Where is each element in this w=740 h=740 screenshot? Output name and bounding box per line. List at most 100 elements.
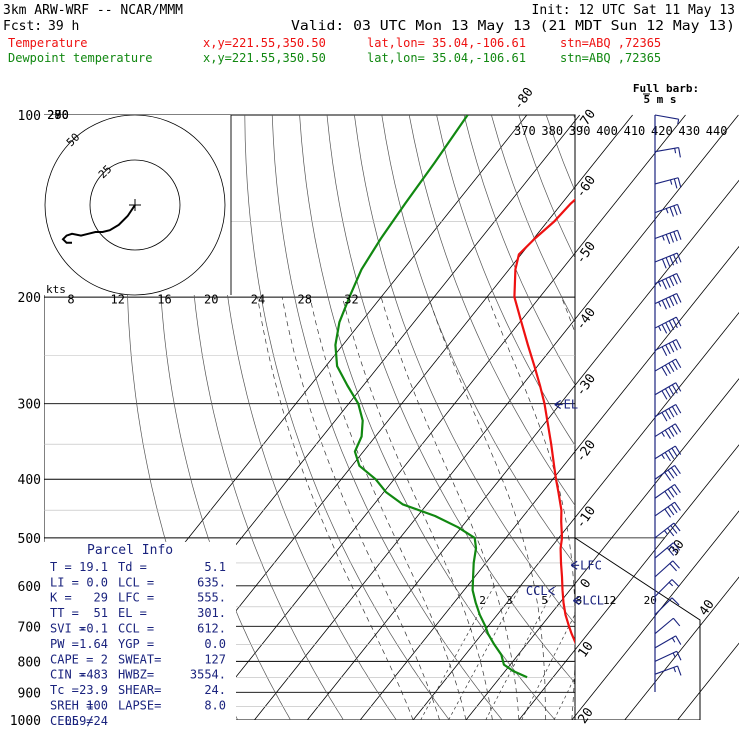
wind-barb [654, 292, 682, 310]
theta-label-left: 290 [47, 108, 69, 122]
parcel-param-name: SVI = [50, 621, 86, 635]
wind-barb [654, 579, 680, 597]
wind-barb [654, 177, 682, 189]
level-label-ccl: CCL [526, 584, 548, 598]
barb-flag [665, 278, 671, 288]
barb-flag [668, 427, 675, 437]
theta-label: 430 [678, 124, 700, 138]
parcel-param-value: 2 [101, 652, 108, 666]
barb-flag [664, 508, 672, 518]
wind-barb [654, 252, 682, 269]
hodograph-ring [44, 114, 226, 296]
barb-key-title: Full barb: [633, 82, 699, 95]
parcel-param-name: CIN = [50, 668, 86, 682]
temperature-legend-xy: x,y=221.55,350.50 [203, 36, 326, 50]
mixing-ratio-label: 3 [506, 594, 513, 607]
moist-adiabat-line [487, 296, 575, 720]
valid-time: Valid: 03 UTC Mon 13 May 13 (21 MDT Sun … [291, 19, 735, 34]
parcel-param-name: Tc = [50, 683, 79, 697]
barb-flag [661, 258, 667, 269]
barb-flag [673, 178, 678, 189]
level-arrow-lfc [570, 560, 580, 570]
barb-flag [669, 544, 678, 554]
barb-flag [661, 390, 668, 400]
barb-shaft [654, 560, 674, 578]
barb-flag [672, 617, 681, 627]
barb-half-flag [674, 148, 677, 154]
pressure-tick-label: 900 [18, 686, 41, 701]
moist-adiabat-line [257, 297, 414, 720]
parcel-param-value: 1.64 [79, 637, 108, 651]
dewpoint-legend-xy: x,y=221.55,350.50 [203, 51, 326, 65]
mixing-ratio-label: 12 [603, 594, 616, 607]
barb-flag [664, 472, 672, 481]
theta-label-left: 280 [47, 108, 69, 122]
isotherm-line [359, 245, 739, 720]
level-arrow-el [554, 400, 563, 410]
barb-flag [670, 504, 678, 514]
barb-flag [661, 346, 668, 356]
wind-barb [654, 229, 682, 244]
parcel-param-value: 612. [197, 621, 226, 635]
barb-flag [664, 410, 671, 420]
isotherm-label: -20 [573, 438, 599, 466]
barb-shaft [654, 114, 679, 120]
pressure-tick-label: 500 [18, 532, 41, 547]
barb-flag [665, 257, 671, 268]
barb-half-flag [668, 581, 674, 587]
barb-shaft [654, 665, 678, 675]
barb-half-flag [664, 530, 668, 535]
barb-flag [672, 294, 678, 305]
barb-flag [677, 204, 682, 215]
dry-adiabat-line [628, 115, 740, 720]
wind-barb [654, 484, 681, 500]
isotherm-label: 20 [575, 705, 596, 726]
hodograph-trace [61, 204, 136, 244]
isotherm-line [518, 444, 739, 720]
theta-label: 400 [596, 124, 618, 138]
isotherm-line [677, 642, 739, 720]
parcel-info-box: Parcel Info T = 19.1 Td = 5.1 LI = 0.0 LCL = 635… [44, 541, 236, 728]
parcel-param-value: 3554. [190, 668, 226, 682]
forecast-label: Fcst: [3, 19, 42, 34]
barb-flag [667, 527, 675, 537]
wind-speed-tick-label: 20 [204, 293, 218, 307]
temperature-legend-station: stn=ABQ ,72365 [560, 36, 661, 50]
theta-label-left: 270 [47, 108, 69, 122]
barb-flag [661, 324, 668, 334]
barb-flag [664, 491, 672, 500]
barb-flag [661, 299, 667, 310]
theta-label: 410 [624, 124, 646, 138]
barb-flag [674, 465, 681, 474]
mixing-ratio-line [553, 676, 575, 720]
barb-flag [664, 364, 671, 374]
model-title: 3km ARW-WRF -- NCAR/MMM [3, 3, 183, 18]
barb-flag [675, 635, 682, 645]
dry-adiabat-line [326, 115, 575, 684]
barb-half-flag [661, 432, 665, 437]
barb-flag [677, 665, 682, 676]
sounding-profiles [334, 115, 575, 679]
parcel-param-value: 19.1 [79, 560, 108, 574]
wind-barb [654, 445, 682, 462]
moist-adiabat-line [281, 297, 440, 720]
wind-barb [654, 114, 680, 125]
parcel-param-value: 51 [94, 606, 108, 620]
pressure-tick-label: 300 [18, 398, 41, 413]
parcel-param-name: CAPE = [50, 652, 93, 666]
wind-barb [654, 203, 682, 217]
barb-flag [667, 488, 675, 498]
wind-barb [654, 382, 682, 400]
parcel-param-name: CCL = [118, 621, 154, 635]
level-label-el: EL [564, 398, 578, 412]
isotherm-label: -10 [573, 504, 599, 532]
parcel-param-name: TT = [50, 606, 79, 620]
barb-flag [674, 423, 682, 433]
dewpoint-legend-latlon: lat,lon= 35.04,-106.61 [367, 51, 526, 65]
barb-flag [674, 445, 682, 455]
barb-flag [668, 320, 675, 330]
pressure-tick-label: 200 [18, 291, 41, 306]
dry-adiabat-line [436, 115, 575, 447]
barb-half-flag [673, 667, 677, 673]
barb-flag [678, 147, 681, 158]
